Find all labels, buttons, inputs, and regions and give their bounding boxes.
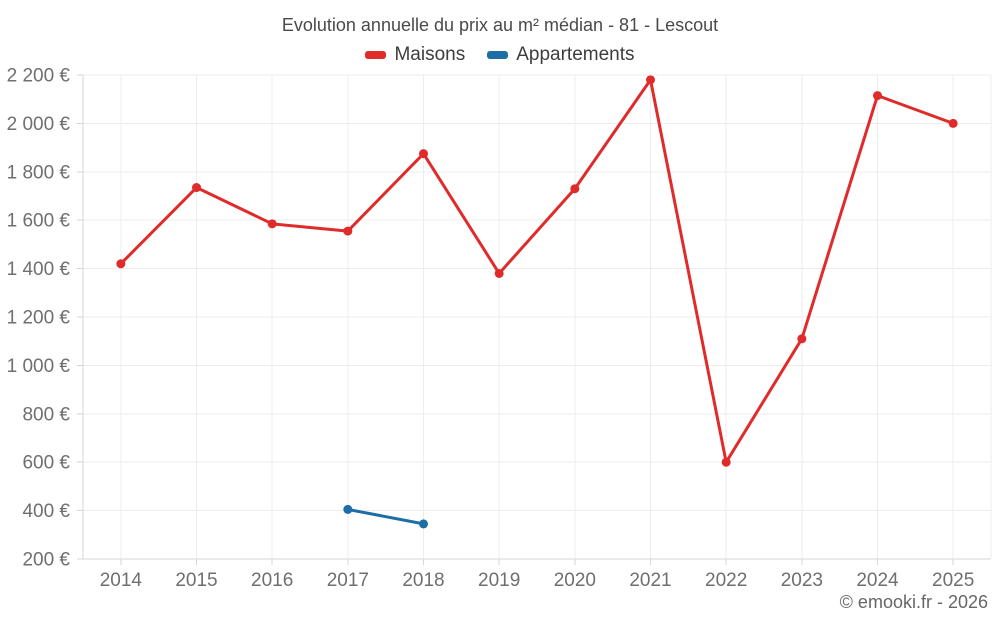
- data-point[interactable]: [721, 457, 731, 467]
- chart-title: Evolution annuelle du prix au m² médian …: [281, 15, 719, 35]
- series-appartements: [343, 504, 428, 529]
- data-point[interactable]: [419, 149, 428, 159]
- x-tick-label: 2015: [175, 570, 217, 591]
- y-tick-label: 1 400 €: [7, 259, 71, 280]
- legend: Maisons Appartements: [0, 44, 1000, 66]
- data-point[interactable]: [646, 75, 655, 85]
- y-tick-label: 1 200 €: [7, 308, 71, 329]
- maisons-swatch-icon: [365, 51, 387, 59]
- legend-item-maisons[interactable]: Maisons: [365, 44, 465, 66]
- data-point[interactable]: [192, 183, 201, 193]
- y-tick-label: 1 000 €: [7, 356, 71, 377]
- data-point[interactable]: [494, 268, 504, 278]
- data-point[interactable]: [873, 91, 882, 101]
- data-point[interactable]: [267, 219, 277, 229]
- data-point[interactable]: [343, 226, 353, 236]
- x-tick-label: 2019: [478, 570, 520, 591]
- x-tick-label: 2017: [327, 570, 369, 591]
- data-point[interactable]: [116, 259, 126, 269]
- legend-item-appartements[interactable]: Appartements: [487, 44, 635, 66]
- data-point[interactable]: [570, 184, 580, 194]
- x-tick-label: 2023: [781, 570, 823, 591]
- x-tick-label: 2018: [402, 570, 444, 591]
- y-tick-label: 2 200 €: [7, 66, 71, 87]
- data-point[interactable]: [948, 118, 958, 128]
- data-point[interactable]: [797, 334, 807, 344]
- data-point[interactable]: [419, 519, 428, 529]
- gridlines: [82, 74, 992, 560]
- y-tick-label: 400 €: [22, 501, 70, 522]
- series-maisons: [116, 75, 958, 467]
- x-tick-label: 2016: [251, 570, 293, 591]
- x-tick-label: 2014: [100, 570, 143, 591]
- y-tick-label: 1 800 €: [7, 162, 71, 183]
- series-line: [346, 507, 425, 526]
- x-tick-label: 2021: [629, 570, 671, 591]
- appartements-swatch-icon: [487, 51, 509, 59]
- x-tick-label: 2022: [705, 570, 747, 591]
- series-line: [119, 78, 955, 464]
- x-tick-label: 2024: [856, 570, 899, 591]
- y-axis-labels: 200 € 400 € 600 € 800 € 1 000 € 1 200 € 1 400 …: [7, 66, 71, 571]
- x-tick-label: 2020: [554, 570, 596, 591]
- x-tick-label: 2025: [932, 570, 974, 591]
- y-tick-label: 1 600 €: [7, 211, 71, 232]
- axis-ticks: [77, 74, 954, 565]
- copyright: © emooki.fr - 2026: [839, 592, 988, 612]
- legend-label-appartements: Appartements: [516, 44, 635, 65]
- data-point[interactable]: [343, 504, 353, 514]
- legend-label-maisons: Maisons: [394, 44, 466, 65]
- y-tick-label: 2 000 €: [7, 114, 71, 135]
- y-tick-label: 600 €: [22, 453, 70, 474]
- y-tick-label: 200 €: [22, 550, 70, 571]
- y-tick-label: 800 €: [22, 404, 70, 425]
- x-axis-labels: 2014 2015 2016 2017 2018 2019 2020 2021 2022 2023…: [100, 570, 975, 591]
